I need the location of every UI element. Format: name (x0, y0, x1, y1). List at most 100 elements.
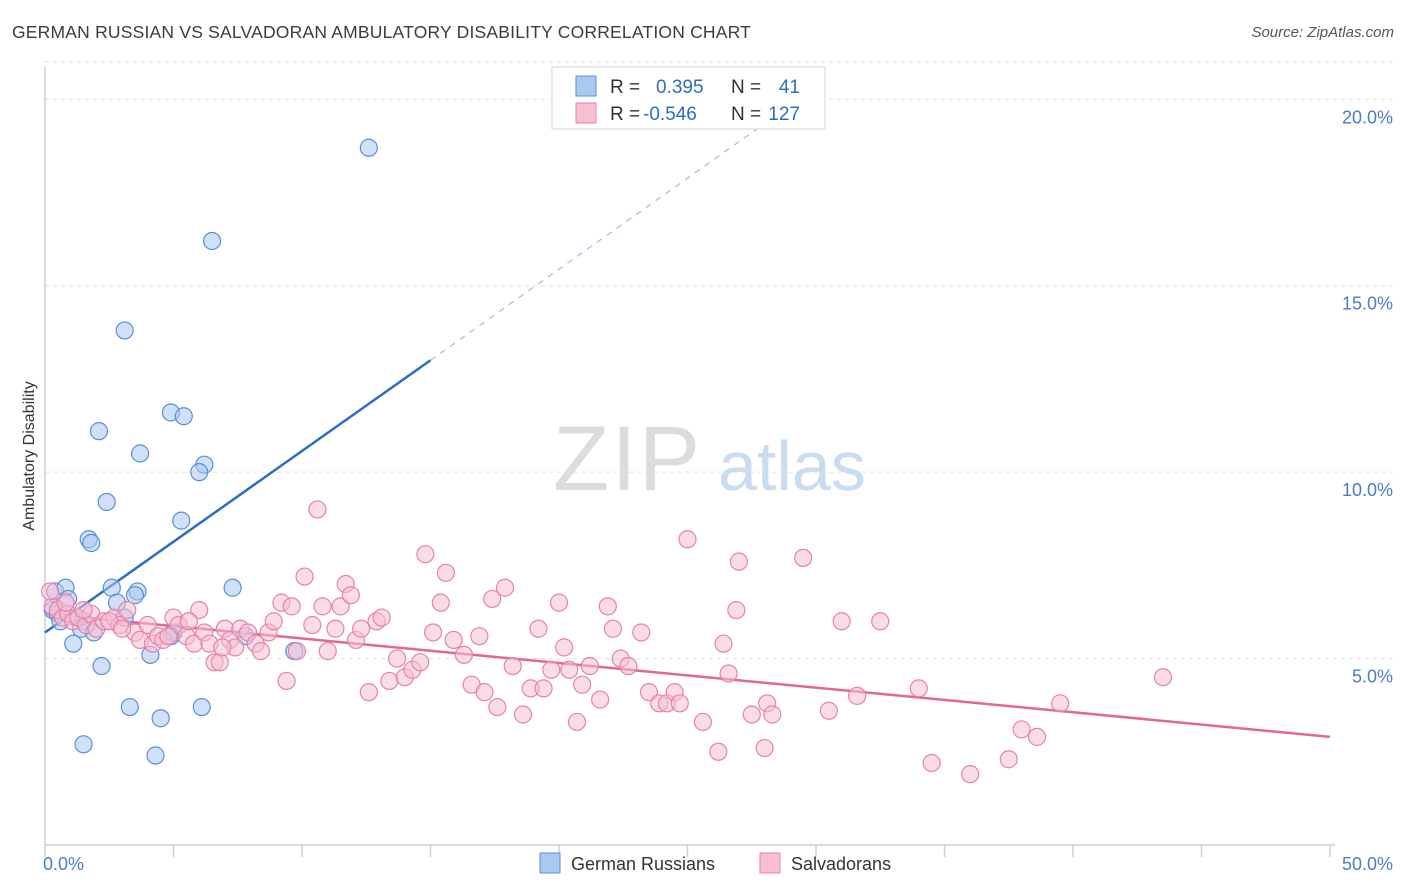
point-salvadorans (483, 589, 502, 609)
y-tick-label: 5.0% (1352, 667, 1393, 687)
stats-r-label-salvadorans: R = (610, 104, 640, 125)
point-salvadorans (251, 642, 270, 661)
point-salvadorans (331, 597, 350, 616)
point-salvadorans (488, 697, 507, 717)
point-german-russians (192, 697, 211, 717)
point-salvadorans (341, 586, 360, 605)
stats-n-value-german-russians: 41 (779, 77, 800, 98)
point-salvadorans (411, 653, 430, 672)
point-german-russians (125, 586, 145, 605)
points-layer (41, 138, 1173, 784)
point-salvadorans (112, 619, 132, 638)
legend-label-german-russians[interactable]: German Russians (571, 854, 715, 874)
point-salvadorans (549, 593, 569, 612)
point-salvadorans (639, 683, 659, 702)
watermark-atlas: atlas (718, 427, 866, 505)
point-salvadorans (848, 686, 867, 705)
point-german-russians (89, 422, 109, 441)
point-salvadorans (277, 671, 296, 691)
point-salvadorans (372, 608, 391, 627)
point-salvadorans (416, 545, 435, 564)
point-german-russians (82, 533, 101, 553)
stats-swatch-german-russians (575, 75, 597, 97)
point-salvadorans (352, 619, 371, 638)
stats-swatch-salvadorans (575, 102, 597, 124)
point-salvadorans (326, 619, 345, 638)
point-salvadorans (475, 683, 494, 702)
point-salvadorans (118, 600, 137, 620)
point-german-russians (174, 407, 193, 426)
point-salvadorans (210, 653, 229, 672)
point-german-russians (190, 463, 209, 482)
point-salvadorans (359, 683, 378, 702)
point-german-russians (115, 321, 134, 340)
point-salvadorans (159, 627, 178, 646)
trend-line-german-russians-extension (430, 123, 765, 361)
stats-legend: R = 0.395 N = 41 R = -0.546 N = 127 (551, 66, 826, 130)
point-salvadorans (380, 671, 399, 691)
chart-title: GERMAN RUSSIAN VS SALVADORAN AMBULATORY … (12, 22, 752, 42)
point-salvadorans (454, 645, 474, 664)
watermark: ZIP atlas (553, 408, 866, 510)
point-salvadorans (431, 593, 450, 612)
point-salvadorans (603, 619, 623, 638)
point-salvadorans (871, 612, 890, 631)
stats-legend-box (551, 66, 826, 130)
point-german-russians (120, 697, 139, 717)
point-salvadorans (1153, 668, 1173, 687)
point-salvadorans (470, 627, 489, 646)
y-axis-label: Ambulatory Disability (21, 381, 38, 530)
point-salvadorans (598, 597, 617, 616)
stats-r-value-german-russians: 0.395 (656, 77, 704, 98)
stats-n-label-salvadorans: N = (731, 104, 761, 125)
point-salvadorans (513, 705, 533, 724)
stats-n-label-german-russians: N = (731, 77, 761, 98)
point-salvadorans (503, 656, 522, 676)
tick-label-layer: 5.0% 10.0% 15.0% 20.0% 0.0% 50.0% (43, 107, 1393, 874)
y-tick-label: 20.0% (1342, 107, 1393, 127)
bottom-legend: German Russians Salvadorans (539, 852, 891, 874)
point-salvadorans (591, 690, 610, 709)
point-salvadorans (555, 638, 574, 657)
point-salvadorans (56, 593, 75, 612)
point-german-russians (97, 492, 116, 512)
point-salvadorans (909, 679, 928, 698)
point-salvadorans (308, 500, 327, 519)
point-salvadorans (282, 597, 301, 616)
watermark-zip: ZIP (553, 408, 702, 510)
point-salvadorans (444, 630, 463, 650)
point-salvadorans (832, 612, 851, 631)
point-salvadorans (138, 615, 157, 635)
point-salvadorans (213, 638, 232, 657)
legend-swatch-german-russians[interactable] (539, 852, 561, 874)
point-salvadorans (74, 600, 93, 620)
point-salvadorans (560, 660, 579, 679)
point-salvadorans (693, 712, 713, 732)
point-salvadorans (727, 600, 746, 620)
point-salvadorans (755, 738, 774, 758)
point-salvadorans (794, 548, 813, 568)
x-tick-label: 50.0% (1342, 854, 1393, 874)
legend-label-salvadorans[interactable]: Salvadorans (791, 854, 891, 874)
stats-r-value-salvadorans: -0.546 (643, 104, 697, 125)
point-salvadorans (190, 600, 209, 620)
point-salvadorans (534, 679, 553, 698)
point-german-russians (223, 578, 242, 597)
point-salvadorans (287, 642, 306, 661)
stats-r-label-german-russians: R = (610, 77, 640, 98)
point-salvadorans (1012, 720, 1031, 739)
point-salvadorans (729, 552, 749, 571)
point-salvadorans (670, 694, 689, 713)
point-salvadorans (719, 664, 738, 683)
legend-swatch-salvadorans[interactable] (759, 852, 781, 874)
point-salvadorans (436, 563, 456, 582)
point-salvadorans (819, 701, 838, 720)
point-salvadorans (1051, 694, 1070, 713)
point-german-russians (92, 656, 111, 676)
point-salvadorans (318, 642, 337, 661)
point-salvadorans (678, 530, 697, 549)
point-salvadorans (567, 712, 587, 732)
point-salvadorans (542, 660, 561, 679)
